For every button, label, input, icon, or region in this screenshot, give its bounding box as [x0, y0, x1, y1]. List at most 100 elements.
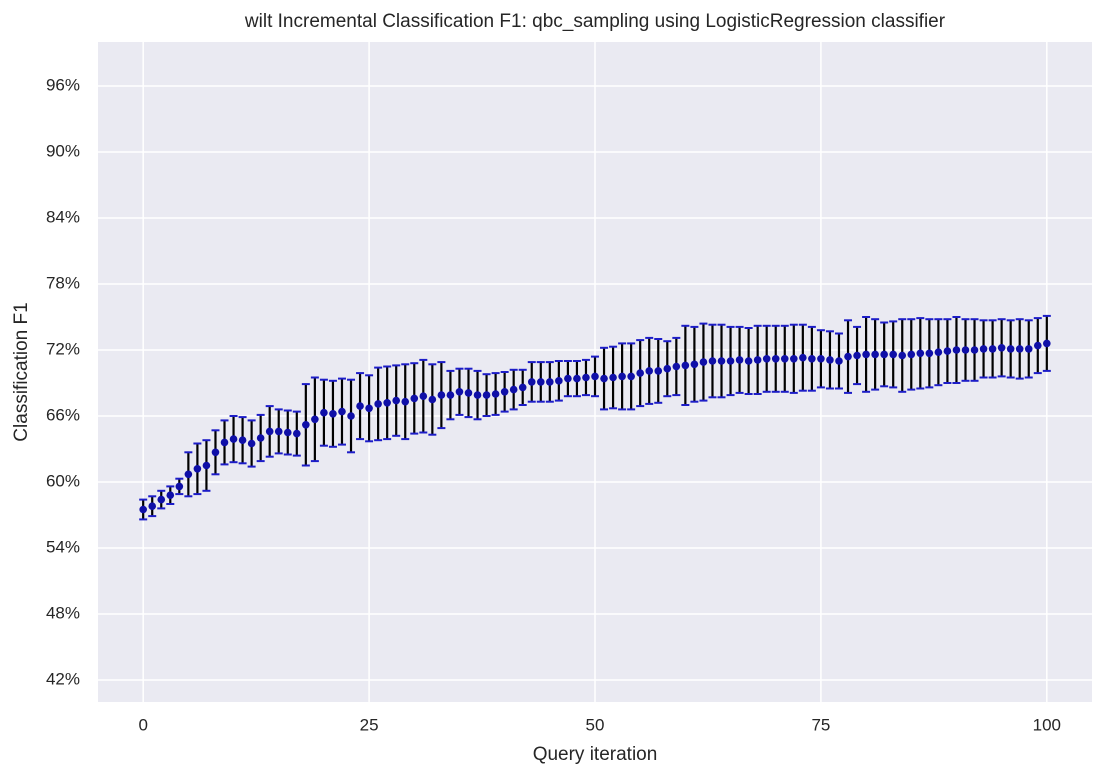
data-point [256, 434, 265, 442]
data-point [726, 357, 735, 365]
data-point [988, 345, 997, 353]
data-point [446, 391, 455, 399]
data-point [889, 350, 897, 359]
data-point [591, 372, 599, 381]
data-point [365, 404, 373, 413]
y-tick-label: 60% [46, 471, 80, 490]
data-point [527, 378, 536, 386]
y-tick-label: 84% [46, 207, 80, 226]
data-point [708, 357, 717, 365]
y-tick-label: 90% [46, 141, 80, 160]
data-point [437, 391, 446, 399]
data-point [238, 436, 247, 445]
data-point [636, 369, 644, 377]
data-point [880, 350, 888, 359]
data-point [1006, 345, 1015, 353]
data-point [771, 355, 780, 363]
data-point [654, 367, 663, 375]
data-point [672, 362, 681, 371]
y-tick-label: 96% [46, 75, 80, 94]
data-point [401, 397, 410, 406]
data-point [952, 346, 961, 354]
data-point [509, 385, 518, 394]
y-tick-label: 48% [46, 603, 80, 622]
data-point [573, 374, 581, 383]
data-point [663, 364, 672, 373]
data-point [329, 410, 337, 418]
data-point [753, 356, 762, 364]
data-point [139, 505, 147, 514]
data-point [347, 412, 355, 420]
data-point [193, 465, 202, 473]
data-point [491, 390, 500, 398]
data-point [1043, 339, 1051, 348]
data-point [302, 421, 310, 429]
data-point [862, 350, 870, 359]
data-point [518, 383, 527, 392]
y-tick-label: 42% [46, 669, 80, 688]
data-point [916, 349, 925, 358]
data-point [175, 482, 184, 491]
data-point [844, 352, 852, 361]
y-tick-label: 72% [46, 339, 80, 358]
data-point [546, 378, 554, 386]
data-point [618, 372, 626, 381]
data-point [157, 495, 166, 504]
data-point [536, 378, 545, 386]
data-point [356, 402, 364, 410]
data-point [681, 361, 690, 370]
data-point [392, 396, 401, 405]
data-point [717, 357, 726, 365]
data-point [338, 407, 346, 416]
data-point [627, 372, 635, 381]
data-point [898, 351, 907, 360]
x-tick-label: 100 [1033, 715, 1061, 734]
x-axis-label: Query iteration [533, 744, 658, 765]
y-tick-label: 54% [46, 537, 80, 556]
x-tick-label: 50 [586, 715, 605, 734]
y-tick-label: 78% [46, 273, 80, 292]
data-point [265, 427, 274, 436]
data-point [148, 502, 157, 511]
data-point [645, 367, 654, 375]
data-point [320, 408, 328, 417]
x-tick-label: 25 [360, 715, 379, 734]
data-point [1024, 345, 1033, 353]
data-point [410, 394, 419, 403]
data-point [274, 427, 283, 436]
data-point [762, 355, 771, 363]
data-point [609, 373, 617, 382]
data-point [211, 448, 220, 457]
data-point [835, 357, 843, 365]
data-point [961, 346, 970, 354]
data-point [744, 357, 753, 365]
data-point [555, 377, 563, 385]
data-point [455, 388, 464, 396]
data-point [473, 391, 482, 399]
data-point [799, 353, 807, 362]
data-point [229, 435, 238, 443]
data-point [925, 349, 934, 358]
y-axis-label: Classification F1 [11, 302, 32, 441]
x-tick-label: 75 [811, 715, 830, 734]
data-point [997, 344, 1006, 352]
chart-title: wilt Incremental Classification F1: qbc_… [244, 11, 946, 32]
data-point [871, 350, 879, 359]
data-point [817, 355, 825, 363]
data-point [1033, 341, 1042, 350]
data-point [482, 391, 491, 399]
data-point [374, 400, 382, 408]
data-point [166, 491, 175, 500]
data-point [464, 389, 473, 397]
data-point [1015, 345, 1024, 353]
data-point [826, 356, 834, 364]
data-point [979, 345, 988, 353]
data-point [907, 350, 916, 359]
data-point [283, 428, 292, 437]
data-point [790, 355, 798, 363]
data-point [808, 355, 816, 363]
data-point [247, 439, 256, 448]
data-point [600, 374, 608, 383]
data-point [220, 438, 229, 447]
